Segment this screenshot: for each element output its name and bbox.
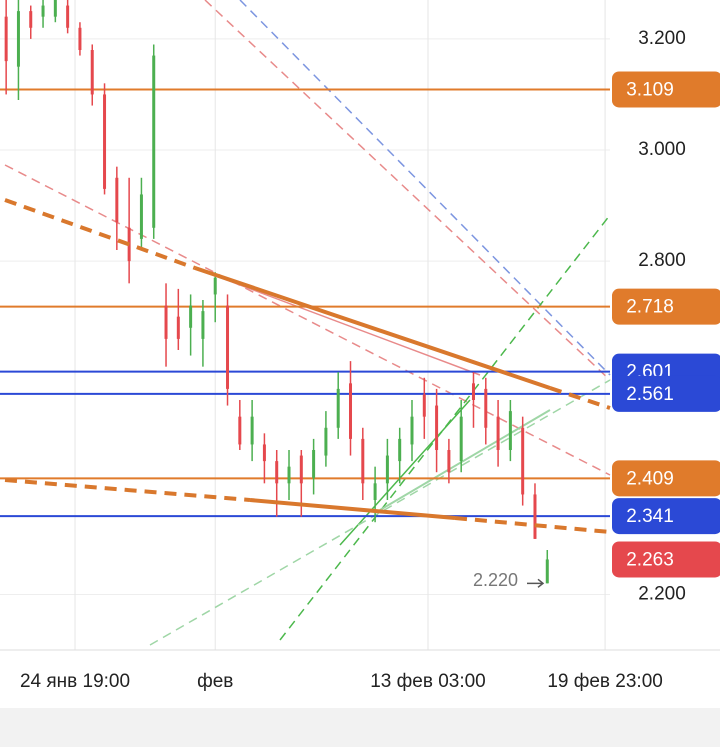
candle-body bbox=[238, 416, 242, 445]
candle-body bbox=[496, 416, 500, 450]
trend-line bbox=[204, 0, 611, 381]
annotation-label: 2.220 bbox=[473, 570, 518, 590]
price-tag-label: 2.263 bbox=[626, 549, 674, 570]
trend-line bbox=[379, 409, 551, 511]
candle-body bbox=[484, 388, 488, 428]
x-tick-label: 19 фев 23:00 bbox=[547, 671, 663, 692]
price-tag bbox=[612, 541, 720, 578]
candle-body bbox=[90, 50, 94, 95]
candle-body bbox=[103, 94, 107, 189]
nav-bar bbox=[0, 708, 720, 747]
candle-body bbox=[398, 438, 402, 462]
candle-body bbox=[287, 466, 291, 484]
candle-body bbox=[508, 411, 512, 450]
candle-body bbox=[115, 177, 119, 223]
price-tag bbox=[612, 375, 720, 412]
y-tick-label: 2.200 bbox=[638, 583, 686, 604]
candle-body bbox=[521, 427, 525, 495]
candle-body bbox=[385, 455, 389, 484]
trend-line bbox=[454, 516, 611, 534]
candle-body bbox=[361, 438, 365, 484]
candle-body bbox=[459, 416, 463, 462]
candle-body bbox=[189, 305, 193, 328]
candle-body bbox=[250, 416, 254, 445]
price-tag bbox=[612, 460, 720, 497]
labels: 3.200 3.000 2.800 2.200 24 янв 19:00 фев 13 фе… bbox=[20, 28, 720, 692]
candle-body bbox=[29, 11, 33, 28]
candle-body bbox=[299, 455, 303, 484]
candle-body bbox=[201, 311, 205, 339]
trend-line bbox=[149, 379, 611, 646]
candle-body bbox=[422, 394, 426, 417]
candle-body bbox=[4, 16, 8, 62]
candle-body bbox=[447, 450, 451, 473]
levels bbox=[0, 88, 610, 518]
price-tag bbox=[612, 498, 720, 535]
candle-body bbox=[349, 383, 353, 439]
y-tick-label: 3.200 bbox=[638, 28, 686, 49]
candle-body bbox=[16, 11, 20, 67]
candle-body bbox=[324, 427, 328, 456]
drawings bbox=[4, 0, 611, 646]
candle-body bbox=[66, 5, 70, 28]
candle-body bbox=[226, 305, 230, 389]
candle-body bbox=[545, 559, 549, 584]
candle-body bbox=[78, 27, 82, 50]
main-trend-lines bbox=[4, 198, 611, 534]
trend-line bbox=[194, 266, 551, 390]
trend-line bbox=[549, 386, 611, 410]
trend-line bbox=[339, 399, 471, 546]
candle-body bbox=[312, 450, 316, 478]
price-tag-label: 2.341 bbox=[626, 506, 674, 527]
x-tick-label: 24 янв 19:00 bbox=[20, 671, 130, 692]
candle-body bbox=[533, 494, 537, 539]
candle-body bbox=[41, 5, 45, 17]
grid bbox=[0, 0, 610, 650]
trend-line bbox=[4, 198, 196, 270]
price-tag-label: 2.561 bbox=[626, 384, 674, 405]
y-tick-label: 2.800 bbox=[638, 250, 686, 271]
annotation-arrow bbox=[527, 578, 545, 588]
candle-body bbox=[164, 305, 168, 339]
price-tag-label: 2.409 bbox=[626, 468, 674, 489]
x-tick-label: фев bbox=[197, 671, 233, 692]
candle-body bbox=[275, 461, 279, 484]
candle-body bbox=[410, 416, 414, 445]
candle-body bbox=[176, 316, 180, 339]
candle-body bbox=[213, 277, 217, 295]
candle-body bbox=[262, 444, 266, 462]
candle-body bbox=[435, 405, 439, 450]
candle-body bbox=[53, 0, 57, 17]
candle-body bbox=[471, 383, 475, 400]
trend-line bbox=[4, 478, 251, 502]
trend-line bbox=[249, 498, 456, 520]
candle-body bbox=[152, 55, 156, 228]
price-tag-label: 2.718 bbox=[626, 297, 674, 318]
trend-line bbox=[239, 0, 611, 376]
candle-body bbox=[336, 388, 340, 428]
candle-body bbox=[139, 194, 143, 239]
candles bbox=[4, 0, 549, 584]
candle-body bbox=[373, 483, 377, 500]
trend-line bbox=[4, 164, 611, 476]
price-tag-label: 3.109 bbox=[626, 79, 674, 100]
price-tag bbox=[612, 288, 720, 325]
x-tick-label: 13 фев 03:00 bbox=[370, 671, 486, 692]
y-tick-label: 3.000 bbox=[638, 139, 686, 160]
price-tag bbox=[612, 71, 720, 108]
